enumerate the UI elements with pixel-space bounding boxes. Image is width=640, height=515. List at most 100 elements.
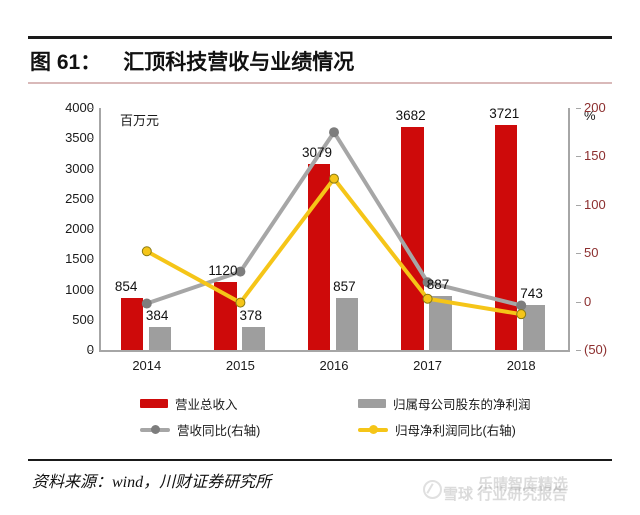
marker-profit-growth[interactable]: [141, 246, 152, 257]
bar-net-profit[interactable]: [523, 305, 546, 350]
y-axis-left-tick: [89, 229, 94, 230]
bar-net-profit[interactable]: [429, 296, 452, 350]
y-axis-right-tick-label: 50: [584, 245, 599, 261]
header-rule-bottom: [28, 82, 612, 84]
y-axis-left-labels: 0 500 1000 1500 2000 2500 3000 3500 4000: [28, 100, 94, 357]
legend-item[interactable]: 归母净利润同比(右轴): [358, 420, 516, 439]
bar-label-net-profit: 857: [333, 279, 356, 295]
marker-profit-growth[interactable]: [329, 173, 339, 184]
bar-label-revenue: 854: [114, 279, 138, 295]
marker-profit-growth[interactable]: [516, 309, 527, 320]
marker-profit-growth[interactable]: [235, 297, 246, 308]
bar-revenue[interactable]: [307, 163, 331, 350]
bar-revenue[interactable]: [120, 298, 144, 350]
bar-label-net-profit: 743: [520, 286, 543, 302]
y-axis-right-tick: [576, 204, 581, 206]
legend-marker-icon: [369, 424, 378, 434]
y-axis-right-tick: [576, 301, 581, 303]
chart-legend: 营业总收入 归属母公司股东的净利润营收同比(右轴) 归母净利润同比(右轴): [28, 392, 612, 444]
page-title: 图 61： 汇顶科技营收与业绩情况: [30, 42, 614, 80]
figure-title-text: 汇顶科技营收与业绩情况: [123, 51, 355, 74]
y-axis-left-tick-label: 4000: [65, 100, 94, 115]
bar-net-profit[interactable]: [242, 327, 265, 350]
bar-label-revenue: 1120: [208, 263, 238, 279]
y-axis-left-tick: [89, 350, 94, 351]
line-series-layer: [141, 127, 527, 320]
xueqiu-logo-icon: [423, 480, 442, 499]
legend-label: 归属母公司股东的净利润: [393, 398, 531, 412]
x-axis-line: [99, 350, 570, 352]
y-axis-left-tick-label: 2500: [65, 190, 94, 206]
y-axis-left-tick-label: 1500: [65, 251, 94, 267]
y-axis-right-tick-label: 0: [584, 293, 592, 309]
bar-revenue[interactable]: [401, 127, 424, 350]
chart-area: 百万元 % 05001000150020002500300035004000 (…: [28, 90, 612, 390]
legend-swatch-icon: [358, 399, 386, 408]
y-axis-right-line: [568, 108, 570, 351]
y-axis-left-tick: [89, 198, 94, 200]
bar-label-revenue: 3682: [395, 108, 426, 124]
legend-item[interactable]: 营业总收入: [140, 394, 238, 413]
y-axis-left-tick-label: 2000: [65, 221, 94, 236]
bar-net-profit[interactable]: [148, 326, 172, 350]
y-axis-right-tick: [576, 108, 581, 109]
marker-revenue-growth[interactable]: [422, 277, 433, 288]
y-axis-right-tick-label: 100: [584, 196, 606, 212]
legend-item[interactable]: 营收同比(右轴): [140, 420, 260, 439]
plot-region: 854 384 1120 378 3079 857 3682 887 3721 743: [100, 105, 568, 350]
bar-revenue[interactable]: [494, 124, 518, 350]
bar-label-net-profit: 378: [239, 308, 263, 324]
x-axis-category-label: 2018: [506, 358, 536, 373]
y-axis-left-tick-label: 3500: [65, 130, 94, 146]
marker-revenue-growth[interactable]: [329, 127, 339, 138]
bar-group: [100, 108, 194, 350]
y-axis-unit-left: 百万元: [120, 113, 160, 128]
y-axis-unit-right: %: [584, 108, 596, 123]
y-axis-left-line: [99, 108, 101, 351]
y-axis-right-tick-label: 200: [584, 100, 606, 115]
bar-net-profit[interactable]: [335, 298, 359, 350]
y-axis-right-tick: [576, 253, 581, 255]
marker-revenue-growth[interactable]: [516, 300, 527, 311]
y-axis-left-tick-label: 500: [72, 311, 94, 327]
bar-label-net-profit: 384: [145, 307, 169, 323]
legend-swatch-icon: [140, 399, 168, 408]
y-axis-left-tick: [89, 289, 94, 291]
y-axis-left-tick-label: 1000: [65, 281, 94, 297]
x-axis-category-label: 2017: [413, 358, 443, 373]
x-axis-categories: 2014 2015 2016 2017 2018: [100, 354, 568, 378]
legend-label: 营收同比(右轴): [177, 424, 261, 438]
bar-label-net-profit: 887: [426, 277, 450, 293]
legend-item[interactable]: 归属母公司股东的净利润: [358, 394, 531, 413]
bar-group: [287, 108, 381, 350]
bar-groups: [100, 108, 568, 350]
y-axis-left-tick-label: 3000: [65, 160, 94, 176]
bar-group: [474, 108, 568, 350]
legend-label: 营业总收入: [175, 398, 238, 412]
y-axis-left-tick: [89, 108, 94, 109]
y-axis-left-tick-label: 0: [42, 342, 94, 357]
marker-profit-growth[interactable]: [422, 293, 433, 304]
legend-label: 归母净利润同比(右轴): [395, 424, 516, 438]
x-axis-category-label: 2014: [132, 358, 162, 373]
bar-group: [381, 108, 475, 350]
marker-revenue-growth[interactable]: [141, 298, 152, 309]
marker-revenue-growth[interactable]: [235, 266, 246, 277]
y-axis-right-tick-label: (50): [584, 342, 608, 357]
watermark-primary: 雪球 行业研究报告: [443, 486, 568, 503]
legend-line-icon: [358, 424, 388, 434]
y-axis-right-tick: [576, 350, 581, 351]
bar-label-revenue: 3079: [302, 144, 333, 160]
y-axis-left-tick: [89, 259, 94, 261]
y-axis-right-tick: [576, 156, 581, 158]
y-axis-left-tick: [89, 168, 94, 170]
source-note: 资料来源：wind，川财证券研究所: [32, 474, 272, 491]
y-axis-left-tick: [89, 319, 94, 321]
legend-marker-icon: [151, 424, 160, 434]
footer-rule: [28, 459, 612, 461]
x-axis-category-label: 2015: [225, 358, 255, 373]
y-axis-right-tick-label: 150: [584, 148, 606, 164]
bar-label-revenue: 3721: [489, 105, 520, 121]
x-axis-category-label: 2016: [319, 358, 349, 373]
